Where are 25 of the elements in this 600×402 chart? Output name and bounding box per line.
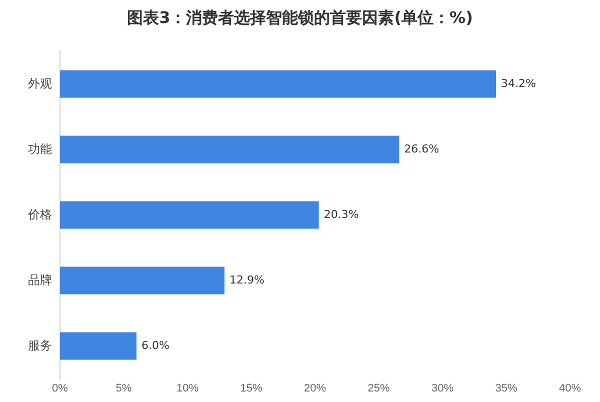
x-tick-label: 40% [558,382,582,394]
y-tick-label: 品牌 [28,272,52,287]
y-tick-label: 服务 [28,338,52,352]
data-label: 34.2% [501,76,536,90]
x-tick-label: 20% [304,382,326,394]
y-tick-label: 外观 [28,76,52,90]
x-tick-label: 35% [495,382,518,394]
data-label: 20.3% [324,208,359,221]
y-tick-label: 功能 [28,142,52,156]
y-tick-label: 价格 [27,207,52,222]
x-tick-label: 5% [116,382,132,394]
x-tick-label: 10% [176,382,199,394]
x-tick-label: 30% [431,382,454,394]
bar [60,266,224,294]
bar [60,201,319,229]
chart-title: 图表3：消费者选择智能锁的首要因素(单位：%) [126,8,474,29]
bar [60,70,496,98]
data-label: 6.0% [142,338,170,352]
x-tick-label: 25% [368,382,390,394]
x-tick-label: 0% [52,382,68,394]
x-tick-label: 15% [240,382,262,394]
data-label: 26.6% [404,142,440,156]
bar [60,136,400,164]
bar [60,332,136,360]
data-label: 12.9% [229,273,264,286]
